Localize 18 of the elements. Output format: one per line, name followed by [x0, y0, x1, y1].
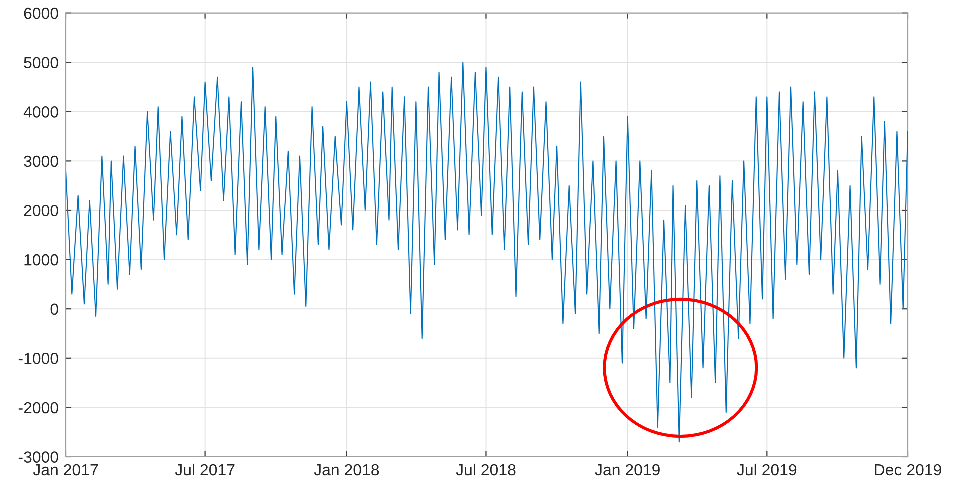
x-tick-label: Jan 2017	[33, 464, 98, 476]
y-tick-label: 5000	[24, 57, 58, 69]
x-tick-label: Jul 2019	[737, 464, 797, 476]
x-tick-label: Jul 2017	[175, 464, 235, 476]
y-tick-label: 2000	[24, 205, 58, 216]
y-tick-label: 6000	[24, 8, 58, 20]
x-tick-label: Jan 2019	[595, 464, 660, 476]
y-tick-label: -1000	[18, 353, 58, 364]
x-tick-label: Dec 2019	[875, 464, 942, 476]
y-tick-label: -2000	[18, 402, 58, 414]
y-tick-label: 0	[50, 304, 58, 316]
y-tick-label: 4000	[24, 106, 58, 118]
y-tick-label: -3000	[18, 452, 58, 463]
line-series	[66, 62, 908, 443]
y-tick-label: 3000	[24, 156, 58, 168]
x-tick-label: Jan 2018	[314, 464, 380, 476]
x-tick-label: Jul 2018	[456, 464, 516, 476]
y-tick-label: 1000	[24, 254, 58, 266]
